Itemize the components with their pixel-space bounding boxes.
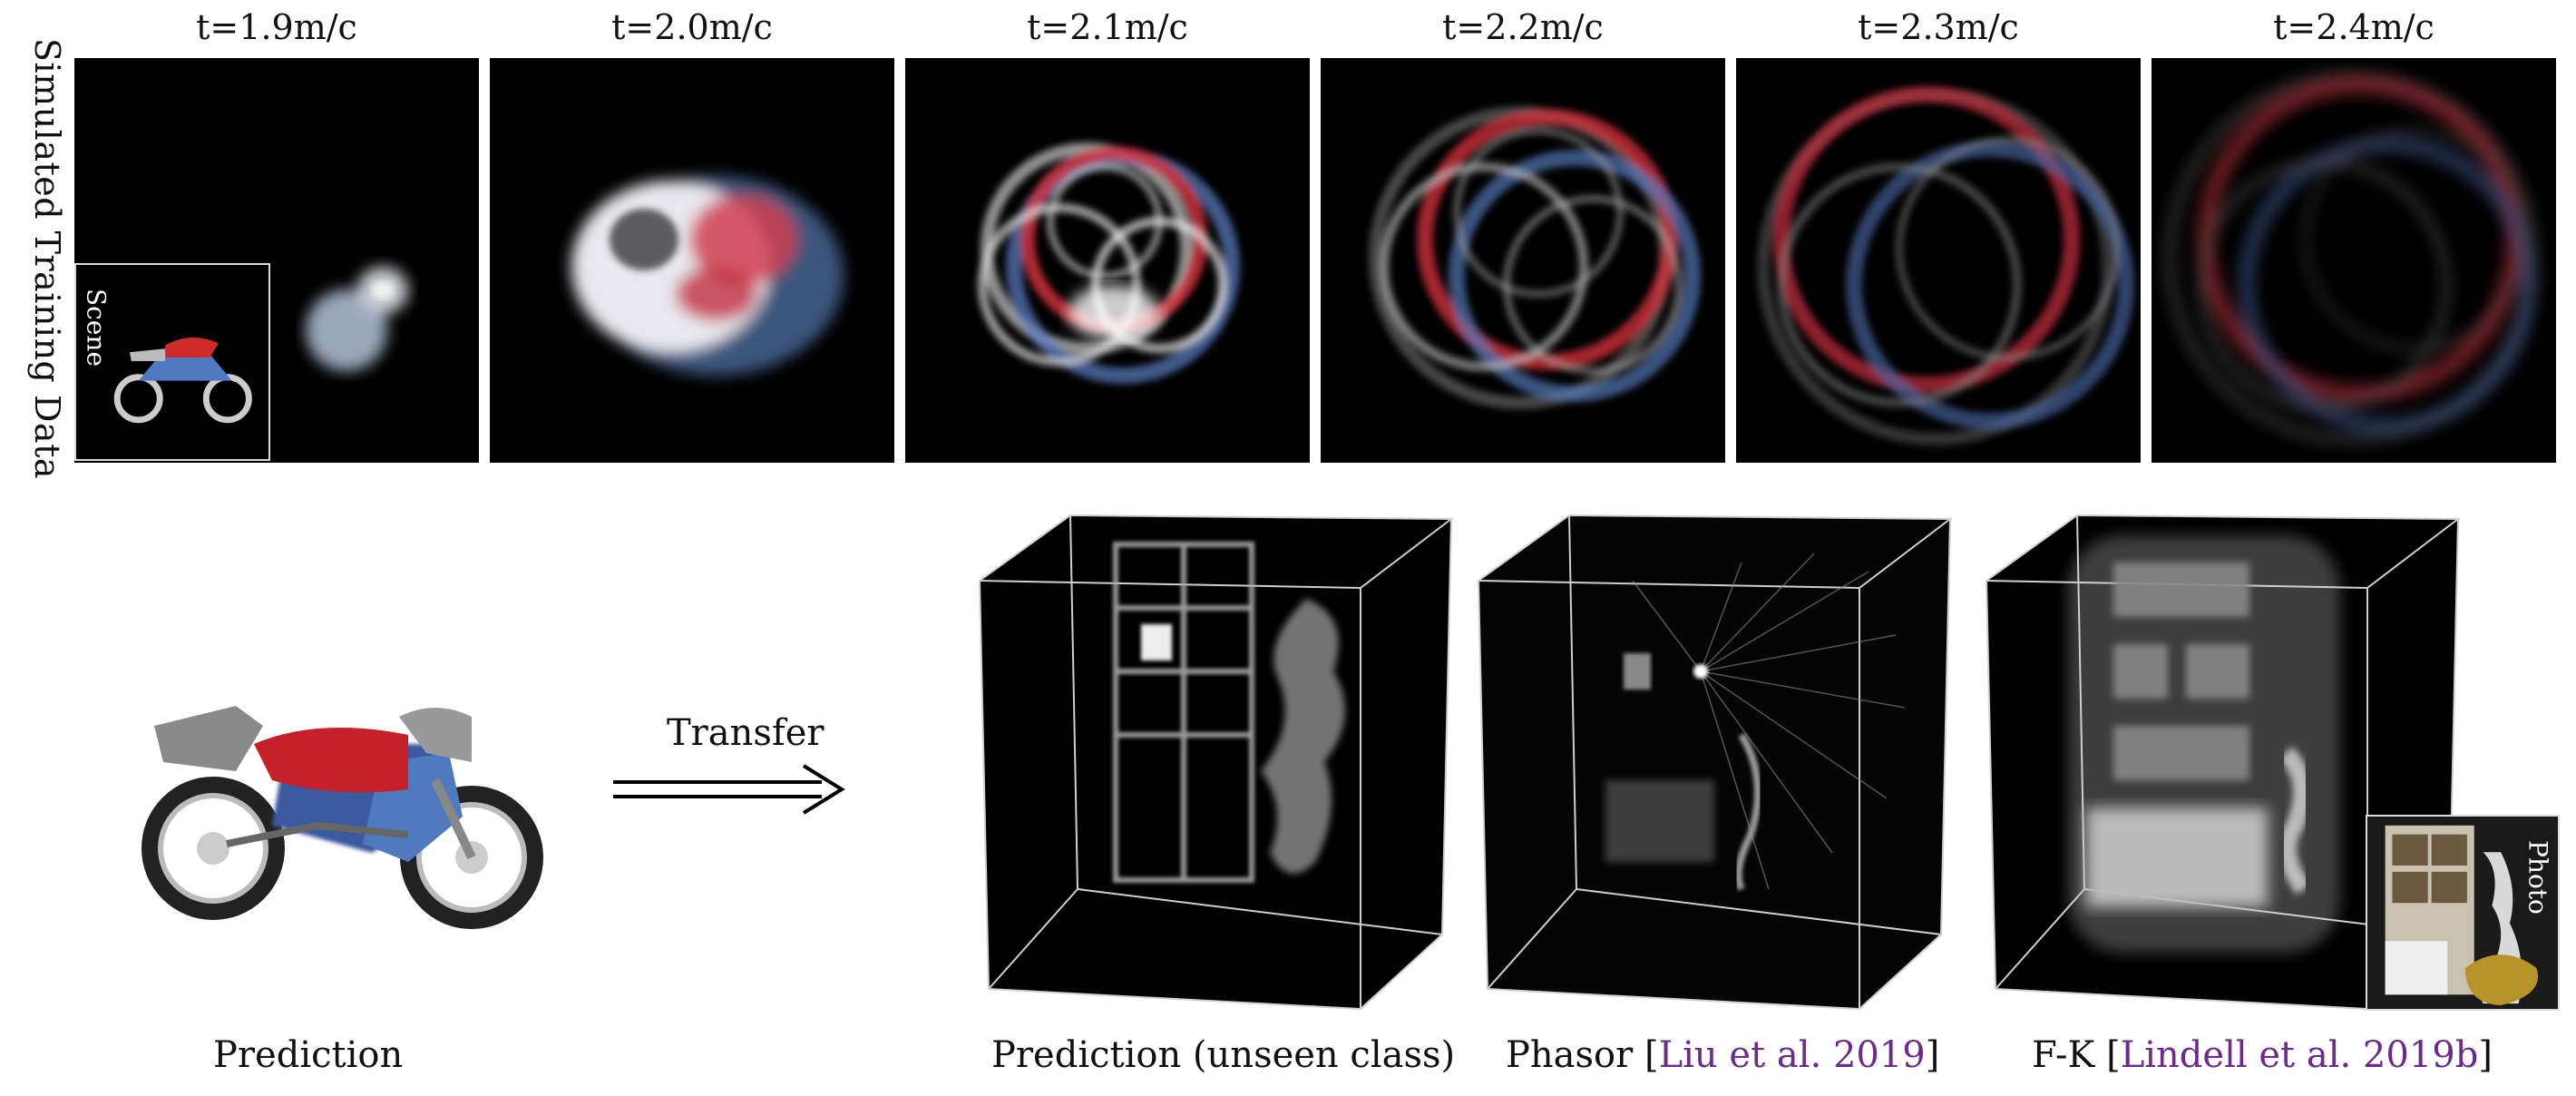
time-label-5: t=2.3m/c	[1858, 7, 2019, 47]
photo-thumbnail	[2367, 817, 2558, 1009]
side-label: Simulated Training Data	[27, 37, 67, 480]
frame-5	[1736, 58, 2141, 463]
volume-prediction-unseen	[971, 508, 1460, 1016]
time-label-1: t=1.9m/c	[196, 7, 357, 47]
frame-4	[1321, 58, 1725, 463]
label-prediction-unseen: Prediction (unseen class)	[991, 1034, 1456, 1076]
scene-inset: Scene	[74, 263, 270, 461]
frame-1: Scene	[74, 58, 479, 463]
time-label-3: t=2.1m/c	[1027, 7, 1188, 47]
phasor-close: ]	[1925, 1034, 1940, 1076]
motorcycle-prediction-image	[136, 690, 553, 962]
label-phasor: Phasor [Liu et al. 2019]	[1506, 1034, 1939, 1076]
transfer-arrow-icon	[613, 762, 849, 817]
motorcycle-thumbnail	[113, 337, 252, 424]
phasor-name: Phasor [	[1506, 1034, 1659, 1076]
photo-inset: Photo	[2366, 815, 2560, 1011]
label-prediction: Prediction	[213, 1034, 404, 1076]
label-fk: F-K [Lindell et al. 2019b]	[2032, 1034, 2493, 1076]
frame-3	[905, 58, 1310, 463]
fk-citation-link[interactable]: Lindell et al. 2019b	[2120, 1034, 2479, 1076]
fk-name: F-K [	[2032, 1034, 2121, 1076]
transfer-label: Transfer	[667, 712, 825, 754]
fk-close: ]	[2478, 1034, 2493, 1076]
time-label-2: t=2.0m/c	[611, 7, 773, 47]
time-label-6: t=2.4m/c	[2273, 7, 2435, 47]
volume-fk	[1977, 508, 2467, 1016]
phasor-citation-link[interactable]: Liu et al. 2019	[1658, 1034, 1926, 1076]
frame-6	[2152, 58, 2556, 463]
volume-phasor	[1469, 508, 1959, 1016]
time-label-4: t=2.2m/c	[1442, 7, 1604, 47]
frame-2	[490, 58, 894, 463]
